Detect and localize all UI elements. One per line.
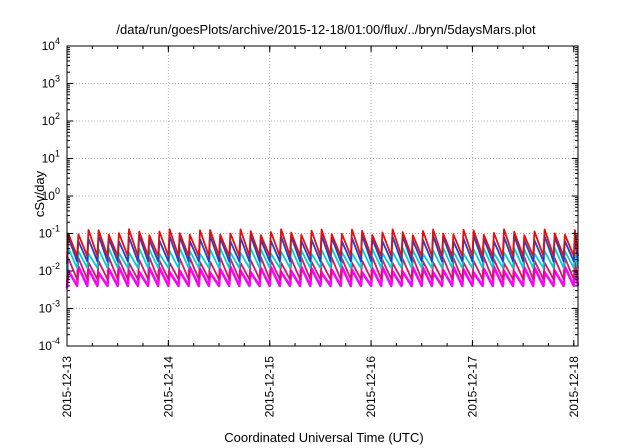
y-tick-label: 10-2 xyxy=(39,261,60,278)
series-layer xyxy=(65,228,580,289)
chart-title: /data/run/goesPlots/archive/2015-12-18/0… xyxy=(116,22,536,37)
x-axis-label: Coordinated Universal Time (UTC) xyxy=(224,430,423,445)
x-tick-label: 2015-12-18 xyxy=(567,356,581,418)
y-tick-label: 102 xyxy=(42,111,60,128)
x-tick-label: 2015-12-16 xyxy=(364,356,378,418)
y-tick-label: 101 xyxy=(42,149,60,166)
grid xyxy=(67,46,578,346)
y-tick-label: 10-3 xyxy=(39,299,60,316)
x-tick-label: 2015-12-13 xyxy=(60,356,74,418)
x-tick-label: 2015-12-17 xyxy=(465,356,479,418)
y-tick-label: 104 xyxy=(42,36,60,53)
y-tick-label: 10-1 xyxy=(39,224,60,241)
y-tick-label: 100 xyxy=(42,186,60,203)
y-axis-label: cSv/day xyxy=(32,170,47,217)
x-tick-label: 2015-12-14 xyxy=(161,356,175,418)
y-tick-label: 103 xyxy=(42,74,60,91)
x-tick-label: 2015-12-15 xyxy=(263,356,277,418)
series-line xyxy=(66,228,579,259)
y-tick-label: 10-4 xyxy=(39,336,60,353)
axes: 10410310210110010-110-210-310-42015-12-1… xyxy=(39,36,581,417)
